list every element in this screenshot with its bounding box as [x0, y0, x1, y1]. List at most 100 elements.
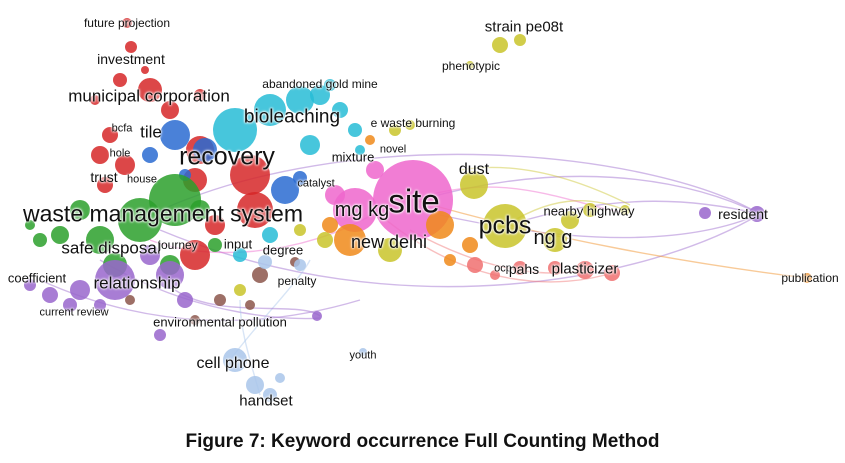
keyword-hole[interactable]: hole: [109, 147, 131, 160]
network-node[interactable]: [42, 287, 58, 303]
network-node[interactable]: [749, 206, 765, 222]
network-node[interactable]: [324, 79, 336, 91]
network-node[interactable]: [322, 217, 338, 233]
network-node[interactable]: [149, 174, 201, 226]
network-node[interactable]: [365, 135, 375, 145]
network-node[interactable]: [467, 257, 483, 273]
network-node[interactable]: [24, 279, 36, 291]
network-node[interactable]: [561, 211, 579, 229]
network-node[interactable]: [70, 280, 90, 300]
network-node[interactable]: [444, 254, 456, 266]
network-node[interactable]: [378, 238, 402, 262]
network-node[interactable]: [514, 34, 526, 46]
network-node[interactable]: [310, 85, 330, 105]
network-node[interactable]: [466, 61, 474, 69]
network-node[interactable]: [138, 78, 162, 102]
keyword-strain-pe08t[interactable]: strain pe08t: [484, 18, 564, 36]
network-node[interactable]: [802, 273, 812, 283]
network-node[interactable]: [190, 315, 200, 325]
network-node[interactable]: [426, 211, 454, 239]
keyword-ocp[interactable]: ocp: [494, 262, 512, 275]
keyword-youth[interactable]: youth: [349, 349, 377, 362]
keyword-safe-disposal[interactable]: safe disposal: [61, 238, 161, 258]
network-node[interactable]: [543, 228, 567, 252]
network-node[interactable]: [300, 135, 320, 155]
network-node[interactable]: [271, 176, 299, 204]
network-node[interactable]: [214, 294, 226, 306]
network-node[interactable]: [125, 41, 137, 53]
network-node[interactable]: [118, 198, 162, 242]
network-node[interactable]: [293, 171, 307, 185]
keyword-new-delhi[interactable]: new delhi: [350, 232, 428, 252]
network-node[interactable]: [156, 261, 184, 289]
keyword-e-waste-burning[interactable]: e waste burning: [370, 116, 456, 130]
network-node[interactable]: [102, 127, 118, 143]
network-node[interactable]: [140, 245, 160, 265]
network-node[interactable]: [462, 237, 478, 253]
keyword-cell-phone[interactable]: cell phone: [196, 355, 270, 372]
network-node[interactable]: [317, 232, 333, 248]
keyword-tile[interactable]: tile: [140, 122, 162, 142]
keyword-recovery[interactable]: recovery: [179, 142, 275, 171]
network-node[interactable]: [70, 200, 90, 220]
network-node[interactable]: [366, 161, 384, 179]
network-node[interactable]: [33, 233, 47, 247]
network-node[interactable]: [348, 123, 362, 137]
network-node[interactable]: [262, 227, 278, 243]
network-node[interactable]: [213, 108, 257, 152]
keyword-waste-management-system[interactable]: waste management system: [23, 200, 303, 227]
keyword-bcfa[interactable]: bcfa: [111, 122, 133, 135]
network-node[interactable]: [492, 37, 508, 53]
network-node[interactable]: [223, 348, 247, 372]
keyword-future-projection[interactable]: future projection: [83, 16, 171, 30]
keyword-phenotypic[interactable]: phenotypic: [441, 59, 501, 73]
network-node[interactable]: [86, 226, 114, 254]
network-node[interactable]: [91, 146, 109, 164]
keyword-catalyst[interactable]: catalyst: [297, 177, 335, 190]
network-node[interactable]: [513, 261, 527, 275]
keyword-mixture[interactable]: mixture: [331, 149, 375, 165]
network-node[interactable]: [230, 155, 270, 195]
network-node[interactable]: [113, 73, 127, 87]
network-node[interactable]: [208, 238, 222, 252]
keyword-handset[interactable]: handset: [239, 392, 293, 410]
keyword-trust[interactable]: trust: [90, 169, 118, 185]
network-node[interactable]: [294, 259, 306, 271]
keyword-current-review[interactable]: current review: [39, 306, 109, 319]
network-node[interactable]: [237, 192, 273, 228]
network-node[interactable]: [25, 220, 35, 230]
keyword-novel[interactable]: novel: [379, 143, 407, 156]
network-node[interactable]: [190, 200, 210, 220]
network-node[interactable]: [246, 376, 264, 394]
network-node[interactable]: [122, 18, 132, 28]
network-node[interactable]: [205, 215, 225, 235]
network-node[interactable]: [604, 265, 620, 281]
network-node[interactable]: [94, 299, 106, 311]
network-node[interactable]: [154, 329, 166, 341]
network-node[interactable]: [97, 177, 113, 193]
network-node[interactable]: [263, 388, 277, 402]
network-node[interactable]: [583, 203, 597, 217]
network-node[interactable]: [252, 267, 268, 283]
keyword-pahs[interactable]: pahs: [508, 261, 540, 277]
keyword-nearby-highway[interactable]: nearby highway: [543, 203, 635, 219]
network-node[interactable]: [699, 207, 711, 219]
network-node[interactable]: [51, 226, 69, 244]
network-node[interactable]: [194, 89, 206, 101]
network-node[interactable]: [294, 224, 306, 236]
network-node[interactable]: [355, 145, 365, 155]
keyword-relationship[interactable]: relationship: [93, 273, 181, 293]
keyword-bioleaching[interactable]: bioleaching: [243, 106, 341, 128]
keyword-abandoned-gold-mine[interactable]: abandoned gold mine: [262, 77, 378, 91]
network-node[interactable]: [95, 260, 135, 300]
keyword-plasticizer[interactable]: plasticizer: [551, 260, 619, 278]
keyword-degree[interactable]: degree: [262, 242, 304, 258]
keyword-municipal-corporation[interactable]: municipal corporation: [68, 86, 230, 106]
network-node[interactable]: [90, 95, 100, 105]
network-node[interactable]: [115, 155, 135, 175]
network-node[interactable]: [125, 295, 135, 305]
network-node[interactable]: [258, 255, 272, 269]
network-node[interactable]: [389, 124, 401, 136]
keyword-house[interactable]: house: [127, 173, 157, 186]
network-node[interactable]: [245, 300, 255, 310]
